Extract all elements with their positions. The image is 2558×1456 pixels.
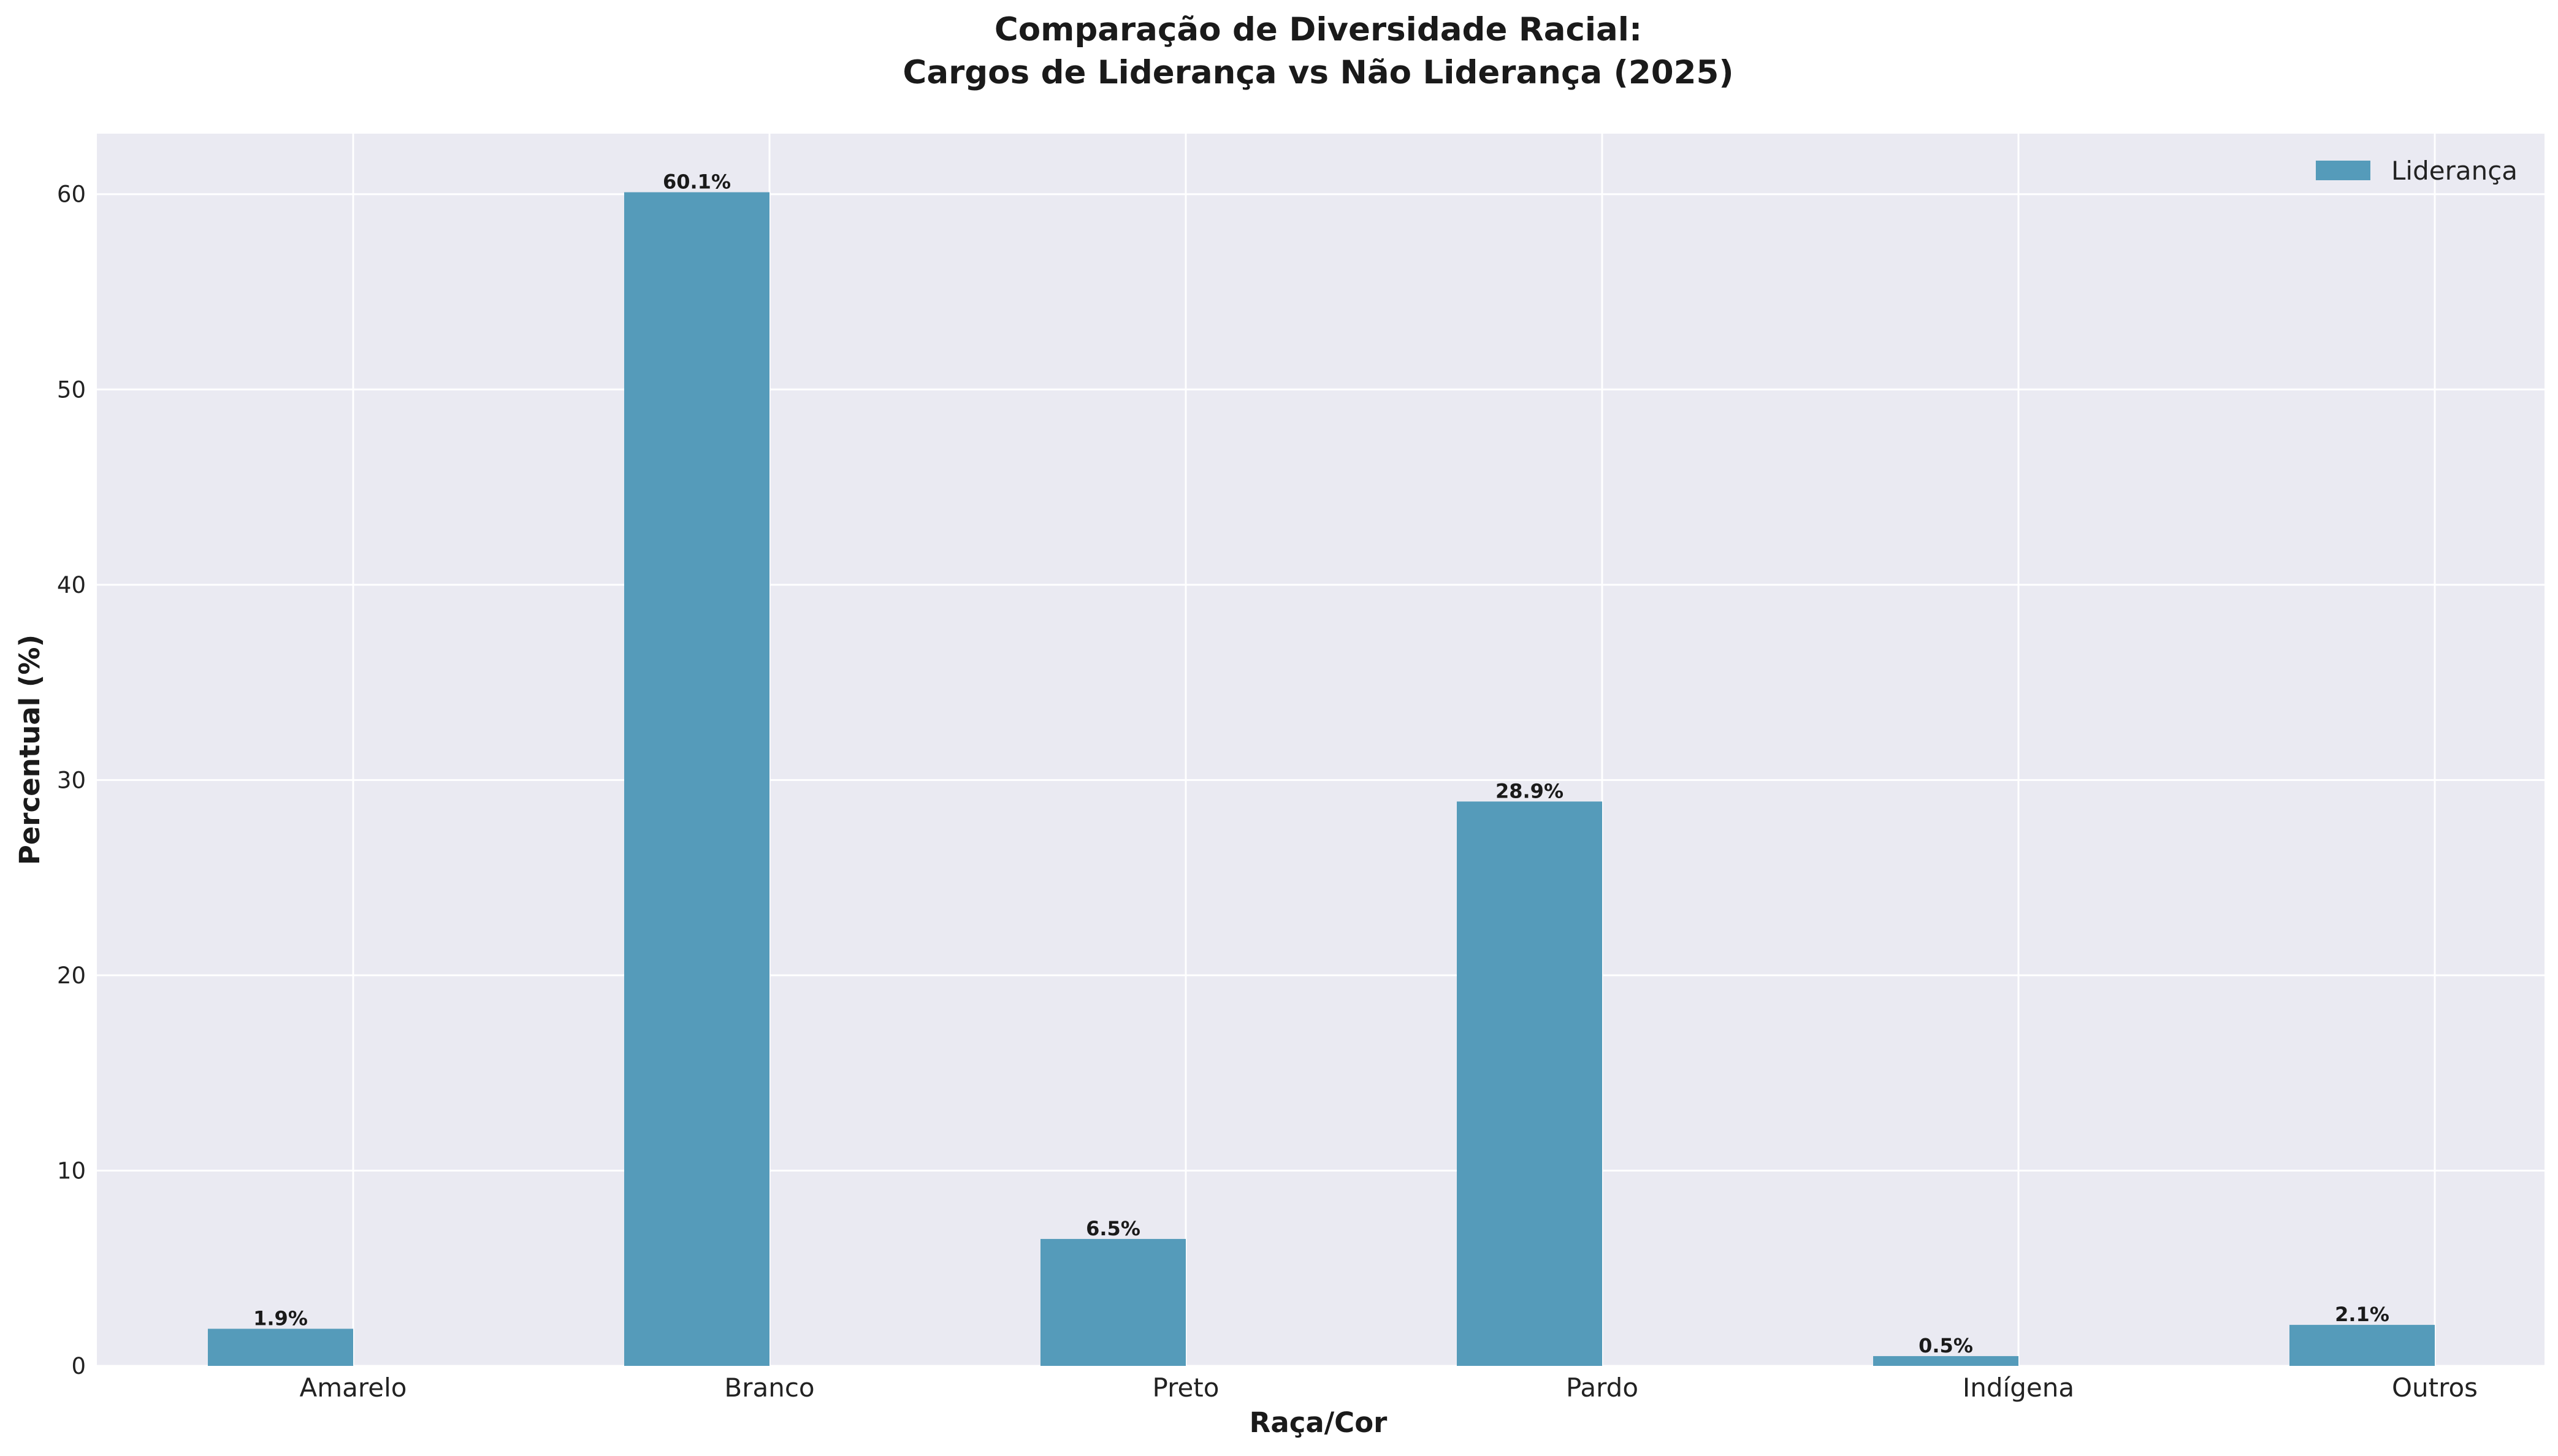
bar-preto — [1040, 1238, 1186, 1366]
chart-title: Comparação de Diversidade Racial: — [995, 11, 1642, 48]
y-axis-label: Percentual (%) — [13, 635, 46, 865]
y-tick-label: 0 — [71, 1353, 86, 1379]
bar-amarelo — [208, 1328, 353, 1366]
x-tick-label: Indígena — [1963, 1373, 2074, 1403]
legend-label-lideranca: Liderança — [2391, 156, 2518, 186]
bar-value-label: 2.1% — [2335, 1303, 2389, 1326]
x-tick-label: Pardo — [1566, 1373, 1638, 1403]
plot-area — [97, 134, 2545, 1366]
y-tick-label: 40 — [57, 572, 86, 598]
bar-indígena — [1873, 1356, 2018, 1366]
y-tick-label: 30 — [57, 767, 86, 793]
bar-value-label: 1.9% — [253, 1306, 308, 1330]
bar-value-label: 60.1% — [663, 170, 731, 194]
y-tick-label: 10 — [57, 1157, 86, 1184]
bars — [208, 192, 2435, 1366]
bar-branco — [624, 192, 769, 1366]
bar-value-label: 28.9% — [1495, 779, 1563, 802]
y-axis-ticks: 0 10 20 30 40 50 60 — [57, 181, 86, 1379]
x-tick-label: Outros — [2392, 1373, 2478, 1403]
bar-value-label: 0.5% — [1919, 1334, 1973, 1357]
x-tick-label: Preto — [1153, 1373, 1220, 1403]
x-tick-label: Amarelo — [300, 1373, 407, 1403]
bar-pardo — [1457, 801, 1602, 1366]
bar-outros — [2289, 1325, 2435, 1366]
x-axis-label: Raça/Cor — [1250, 1406, 1388, 1439]
y-tick-label: 60 — [57, 181, 86, 208]
x-tick-label: Branco — [724, 1373, 814, 1403]
bar-labels: 1.9% 60.1% 6.5% 28.9% 0.5% 2.1% — [253, 170, 2389, 1358]
legend: Liderança — [2316, 156, 2518, 186]
legend-swatch — [2316, 161, 2370, 180]
y-tick-label: 50 — [57, 376, 86, 403]
bar-value-label: 6.5% — [1086, 1217, 1140, 1240]
y-tick-label: 20 — [57, 962, 86, 989]
x-axis-ticks: Amarelo Branco Preto Pardo Indígena Outros — [300, 1373, 2478, 1403]
chart-subtitle: Cargos de Liderança vs Não Liderança (20… — [903, 54, 1733, 91]
